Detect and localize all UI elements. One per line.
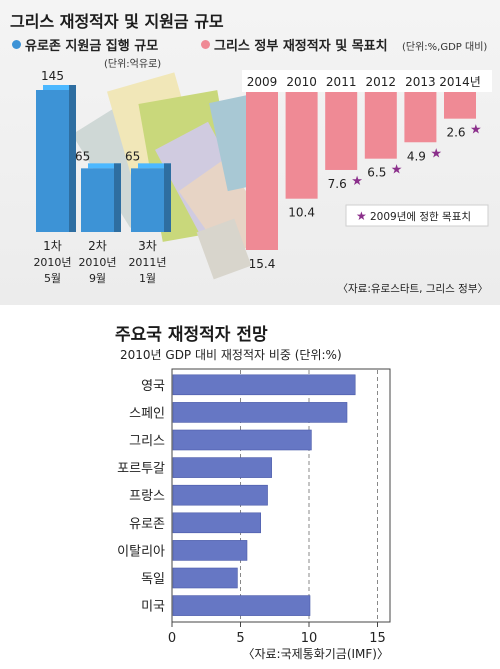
- support-subtitle: 유로존 지원금 집행 규모: [25, 39, 159, 54]
- support-month-label: 9월: [89, 272, 106, 285]
- target-star-icon: ★: [470, 123, 482, 138]
- source-eurostat: 〈자료:유로스타트, 그리스 정부〉: [338, 283, 488, 295]
- x-tick-labels: 0 5 10 15: [168, 622, 386, 646]
- source-imf: 〈자료:국제통화기금(IMF)〉: [242, 647, 389, 661]
- x-tick-label: 10: [301, 631, 318, 646]
- deficit-value-label: 6.5: [367, 166, 386, 180]
- support-bar-top: [88, 163, 121, 169]
- outlook-bar: [172, 512, 261, 534]
- target-star-icon: ★: [351, 174, 363, 189]
- support-bar-top: [43, 85, 76, 90]
- support-bar-side: [164, 163, 171, 232]
- support-value-label: 65: [125, 149, 140, 163]
- year-label: 2009: [247, 75, 278, 89]
- outlook-subtitle: 2010년 GDP 대비 재정적자 비중 (단위:%): [120, 348, 342, 362]
- country-label: 그리스: [129, 434, 165, 449]
- deficit-value-label: 15.4: [249, 257, 276, 271]
- outlook-bar: [172, 567, 238, 589]
- target-legend-box: ★ 2009년에 정한 목표치: [345, 204, 489, 227]
- country-label: 독일: [141, 572, 165, 587]
- year-strip: [242, 70, 492, 92]
- deficit-subtitle: 그리스 정부 재정적자 및 목표치: [214, 39, 388, 54]
- chart-title-greece: 그리스 재정적자 및 지원금 규모: [10, 12, 224, 31]
- legend-dot-blue: [12, 40, 21, 49]
- target-star-icon: ★: [430, 146, 442, 161]
- x-tick-label: 15: [369, 631, 386, 646]
- deficit-bar: [404, 92, 437, 143]
- support-value-label: 65: [75, 149, 90, 163]
- deficit-bar: [444, 92, 476, 119]
- country-label: 영국: [141, 379, 165, 394]
- deficit-unit: (단위:%,GDP 대비): [402, 42, 488, 53]
- deficit-bar: [285, 92, 318, 199]
- support-unit: (단위:억유로): [104, 59, 162, 70]
- year-label: 2011: [326, 75, 357, 89]
- support-month-label: 1월: [139, 272, 156, 285]
- legend-dot-pink: [201, 40, 210, 49]
- target-legend-label: 2009년에 정한 목표치: [370, 211, 471, 223]
- deficit-bars: 2009 2010 2011 2012 2013 2014년 15.4 10.4 7.6 ★ 6.5…: [242, 70, 492, 271]
- horizontal-bars: [172, 374, 356, 616]
- outlook-bar: [172, 429, 312, 451]
- support-order-label: 3차: [138, 239, 157, 253]
- year-label: 2010: [286, 75, 317, 89]
- year-label: 2014년: [439, 75, 481, 89]
- country-label: 미국: [141, 600, 165, 615]
- outlook-bar: [172, 540, 248, 561]
- support-bar: [36, 90, 69, 232]
- support-year-label: 2010년: [33, 256, 71, 269]
- deficit-value-label: 10.4: [288, 206, 315, 220]
- outlook-bar: [172, 484, 268, 506]
- support-bar: [131, 168, 164, 232]
- deficit-bar: [246, 92, 278, 250]
- year-label: 2012: [366, 75, 397, 89]
- support-bar: [81, 168, 114, 232]
- deficit-value-label: 7.6: [328, 177, 347, 191]
- country-label: 포르투갈: [117, 462, 165, 477]
- target-star-icon: ★: [391, 163, 403, 178]
- support-year-label: 2010년: [78, 256, 116, 269]
- support-order-label: 2차: [88, 239, 107, 253]
- deficit-value-label: 2.6: [446, 126, 465, 140]
- outlook-bar: [172, 402, 348, 423]
- year-label: 2013: [405, 75, 436, 89]
- country-label: 스페인: [129, 406, 165, 421]
- outlook-bar: [172, 595, 311, 616]
- support-month-label: 5월: [44, 272, 61, 285]
- outlook-bar: [172, 457, 272, 478]
- support-bar-top: [138, 163, 171, 169]
- x-tick-label: 5: [236, 631, 244, 646]
- support-year-label: 2011년: [128, 256, 166, 269]
- outlook-bar: [172, 374, 356, 396]
- country-label: 유로존: [129, 517, 165, 532]
- deficit-bar: [364, 92, 397, 159]
- support-value-label: 145: [41, 69, 64, 83]
- support-order-label: 1차: [43, 239, 62, 253]
- chart-title-outlook: 주요국 재정적자 전망: [115, 325, 268, 345]
- support-bar-side: [114, 163, 121, 232]
- legend-star-icon: ★: [356, 209, 367, 223]
- deficit-value-label: 4.9: [407, 149, 426, 163]
- country-label: 이탈리아: [117, 544, 165, 559]
- support-bars: 145 1차 2010년 5월 65 2차 2010년 9월 65 3차 2011년 1월: [33, 69, 171, 285]
- x-tick-label: 0: [168, 631, 176, 646]
- deficit-bar: [325, 92, 358, 170]
- country-label: 프랑스: [129, 489, 165, 504]
- support-bar-side: [69, 85, 76, 232]
